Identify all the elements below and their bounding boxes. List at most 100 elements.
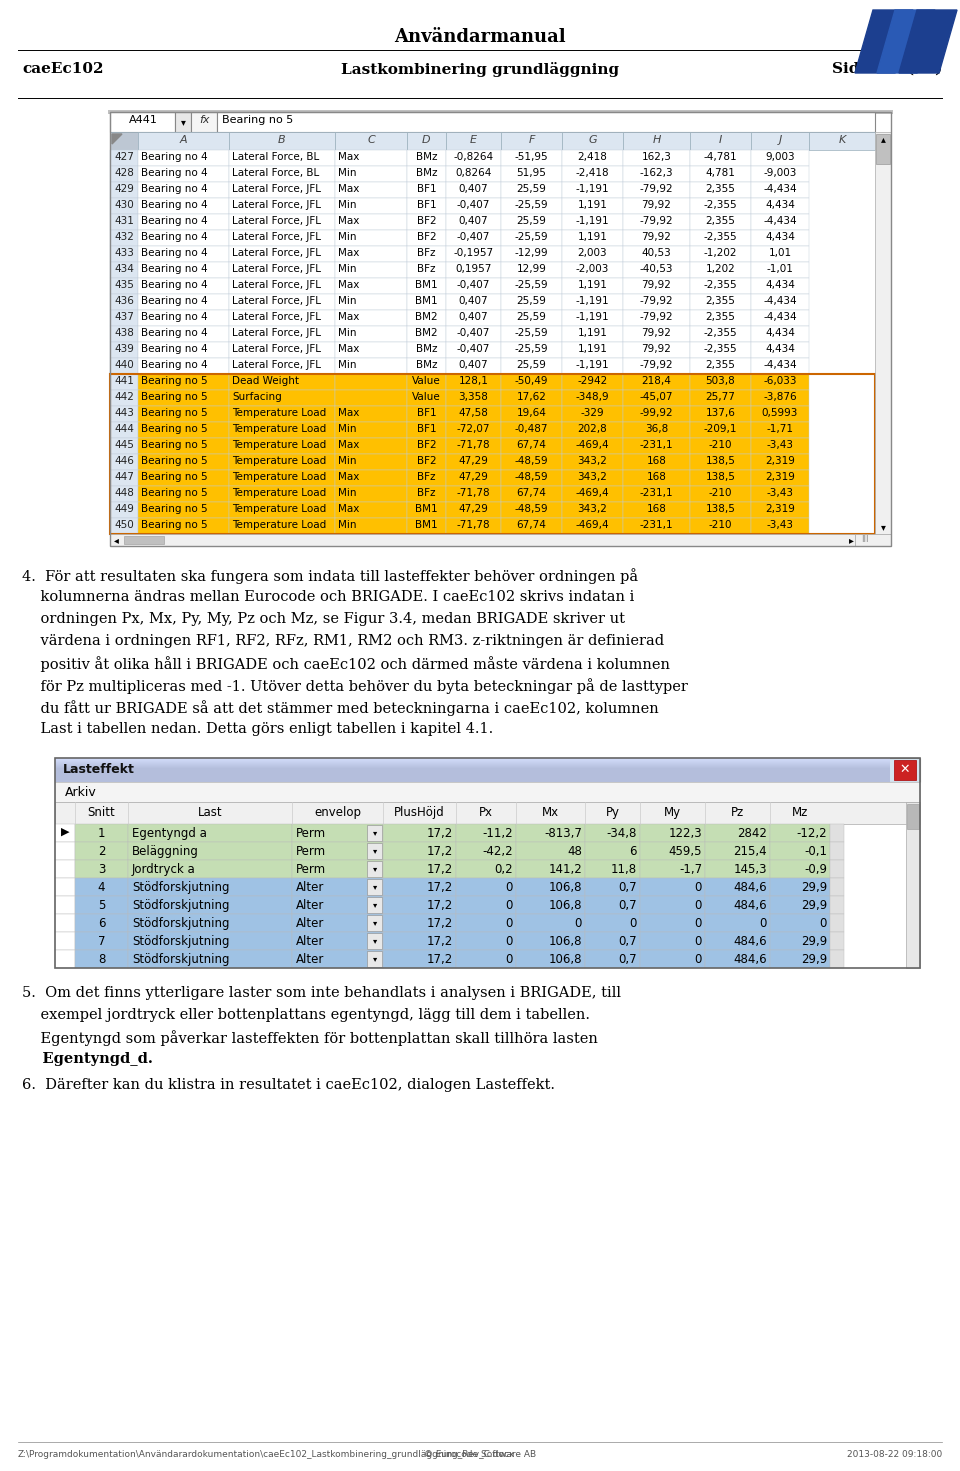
- Text: -1,191: -1,191: [576, 296, 610, 306]
- Text: Bearing no 4: Bearing no 4: [141, 200, 207, 210]
- Text: 0,407: 0,407: [459, 296, 489, 306]
- Text: Min: Min: [338, 328, 356, 338]
- Text: Temperature Load: Temperature Load: [232, 472, 326, 482]
- Text: Bearing no 4: Bearing no 4: [141, 263, 207, 274]
- Bar: [407, 374, 446, 390]
- Text: BF1: BF1: [417, 407, 436, 418]
- Bar: [585, 841, 640, 861]
- Bar: [335, 213, 407, 229]
- Text: F: F: [528, 135, 535, 146]
- Bar: [690, 294, 751, 310]
- Bar: [55, 824, 75, 841]
- Text: 106,8: 106,8: [548, 953, 582, 966]
- Bar: [562, 471, 623, 485]
- Text: BF1: BF1: [417, 184, 436, 194]
- Bar: [138, 310, 229, 327]
- Text: 428: 428: [114, 168, 134, 178]
- Bar: [623, 246, 690, 262]
- Text: Max: Max: [338, 249, 359, 257]
- Bar: [229, 518, 335, 534]
- Bar: [446, 374, 501, 390]
- Bar: [383, 824, 456, 841]
- Bar: [456, 824, 516, 841]
- Text: BF2: BF2: [417, 456, 436, 466]
- Bar: [446, 199, 501, 213]
- Text: ▾: ▾: [180, 118, 185, 127]
- Text: 17,2: 17,2: [427, 844, 453, 858]
- Bar: [690, 327, 751, 341]
- Text: -6,033: -6,033: [763, 377, 797, 385]
- Bar: [623, 374, 690, 390]
- Bar: [55, 913, 75, 933]
- Text: 141,2: 141,2: [548, 863, 582, 877]
- Text: Lastkombinering grundläggning: Lastkombinering grundläggning: [341, 62, 619, 76]
- Bar: [229, 246, 335, 262]
- Text: -231,1: -231,1: [639, 521, 673, 530]
- Bar: [446, 471, 501, 485]
- Bar: [501, 502, 562, 518]
- Bar: [585, 913, 640, 933]
- Text: 17,2: 17,2: [427, 916, 453, 930]
- Text: Egentyngd som påverkar lasteffekten för bottenplattan skall tillhöra lasten: Egentyngd som påverkar lasteffekten för …: [22, 1030, 598, 1046]
- Text: BF2: BF2: [417, 216, 436, 227]
- Text: Max: Max: [338, 184, 359, 194]
- Bar: [229, 199, 335, 213]
- Text: Lasteffekt: Lasteffekt: [63, 763, 134, 777]
- Bar: [292, 913, 383, 933]
- Polygon shape: [877, 10, 935, 74]
- Text: -79,92: -79,92: [639, 216, 673, 227]
- Bar: [191, 112, 217, 132]
- Bar: [876, 134, 890, 163]
- Text: ▶: ▶: [60, 827, 69, 837]
- Text: caeEc102: caeEc102: [22, 62, 104, 76]
- Bar: [501, 294, 562, 310]
- Text: Lateral Force, JFL: Lateral Force, JFL: [232, 232, 321, 243]
- Text: 215,4: 215,4: [733, 844, 767, 858]
- Text: 446: 446: [114, 456, 134, 466]
- Text: 128,1: 128,1: [459, 377, 489, 385]
- Bar: [110, 406, 138, 422]
- Text: -3,43: -3,43: [766, 488, 794, 499]
- Text: -45,07: -45,07: [639, 391, 673, 402]
- Bar: [501, 455, 562, 471]
- Bar: [75, 861, 128, 878]
- Bar: [128, 841, 292, 861]
- Text: -11,2: -11,2: [482, 827, 513, 840]
- Text: 4: 4: [98, 881, 106, 894]
- Bar: [138, 262, 229, 278]
- Text: Last i tabellen nedan. Detta görs enligt tabellen i kapitel 4.1.: Last i tabellen nedan. Detta görs enligt…: [22, 722, 493, 736]
- Bar: [229, 422, 335, 438]
- Text: 1,191: 1,191: [578, 232, 608, 243]
- Bar: [501, 199, 562, 213]
- Text: 12,99: 12,99: [516, 263, 546, 274]
- Bar: [770, 933, 830, 950]
- Text: -2942: -2942: [577, 377, 608, 385]
- Bar: [690, 213, 751, 229]
- Text: 0,407: 0,407: [459, 216, 489, 227]
- Text: -3,43: -3,43: [766, 440, 794, 450]
- Bar: [770, 913, 830, 933]
- Bar: [110, 390, 138, 406]
- Text: -34,8: -34,8: [607, 827, 637, 840]
- Bar: [110, 455, 138, 471]
- Text: 1,191: 1,191: [578, 328, 608, 338]
- Text: -4,434: -4,434: [763, 360, 797, 371]
- Bar: [562, 518, 623, 534]
- Text: 343,2: 343,2: [578, 472, 608, 482]
- Text: -0,407: -0,407: [457, 344, 491, 355]
- Text: -25,59: -25,59: [515, 344, 548, 355]
- Text: Min: Min: [338, 232, 356, 243]
- Text: 1,191: 1,191: [578, 344, 608, 355]
- Bar: [690, 150, 751, 166]
- Bar: [501, 341, 562, 357]
- Text: Temperature Load: Temperature Load: [232, 488, 326, 499]
- Text: Mx: Mx: [542, 806, 559, 819]
- Text: Py: Py: [606, 806, 619, 819]
- Bar: [446, 518, 501, 534]
- Text: -25,59: -25,59: [515, 279, 548, 290]
- Text: 0: 0: [759, 916, 767, 930]
- Text: 218,4: 218,4: [641, 377, 671, 385]
- Bar: [516, 933, 585, 950]
- Text: -3,876: -3,876: [763, 391, 797, 402]
- Text: 2,319: 2,319: [765, 505, 795, 513]
